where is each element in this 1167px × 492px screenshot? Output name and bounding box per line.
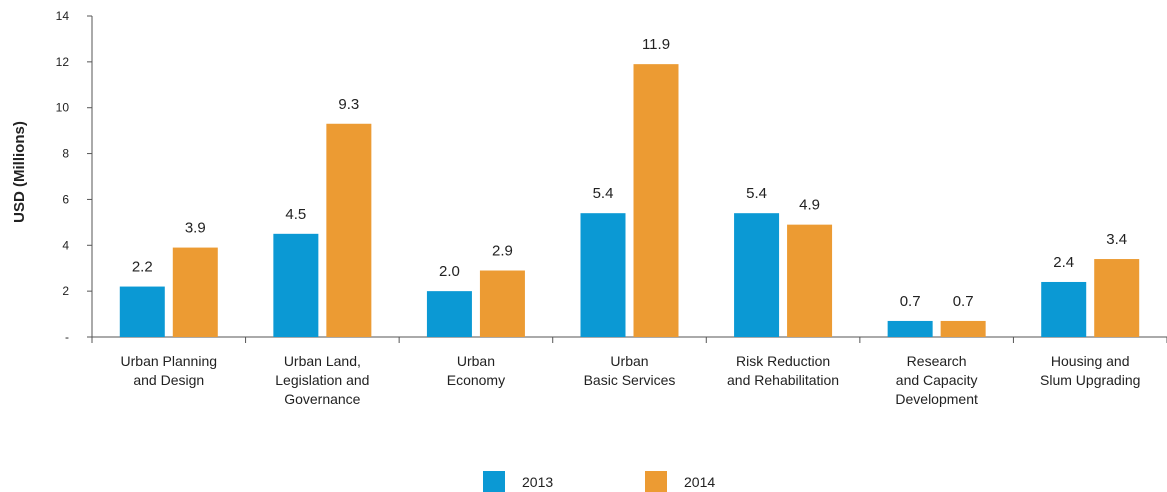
y-tick-label: - (65, 330, 69, 344)
bar-2014-1 (172, 247, 218, 337)
data-label: 0.7 (900, 293, 921, 310)
data-label: 4.9 (799, 197, 820, 214)
bar-2014-3 (479, 270, 525, 337)
legend-swatch-2013 (483, 471, 505, 492)
bar-2014-5 (787, 224, 833, 337)
bar-2013-5 (734, 213, 780, 337)
data-label: 2.2 (132, 259, 153, 276)
x-tick-label: Urban Economy (447, 353, 505, 388)
x-axis: Urban Planning and Design Urban Land, Legis… (91, 336, 1167, 407)
bar-2013-6 (887, 320, 933, 337)
legend-label-2014: 2014 (684, 474, 715, 490)
bar-2014-2 (326, 123, 372, 337)
data-label: 2.9 (492, 243, 513, 260)
y-tick-label: 4 (62, 238, 69, 252)
bar-2013-1 (119, 286, 165, 337)
x-tick-label: Housing and Slum Upgrading (1040, 353, 1140, 388)
data-label: 5.4 (593, 185, 614, 202)
y-tick-label: 12 (56, 55, 70, 69)
legend-label-2013: 2013 (522, 474, 553, 490)
bar-2013-7 (1041, 281, 1087, 337)
y-tick-label: 2 (62, 284, 69, 298)
x-tick-label: Urban Basic Services (584, 353, 676, 388)
bar-2013-4 (580, 213, 626, 337)
data-label: 3.9 (185, 220, 206, 237)
data-label: 11.9 (642, 36, 670, 53)
data-label: 5.4 (746, 185, 767, 202)
data-label: 0.7 (953, 293, 974, 310)
legend: 2013 2014 (483, 471, 715, 492)
data-label: 2.0 (439, 263, 460, 280)
y-tick-label: 6 (62, 192, 69, 206)
y-axis: - 2 4 6 8 10 12 14 (56, 9, 93, 344)
data-label: 3.4 (1106, 231, 1127, 248)
y-axis-title: USD (Millions) (11, 121, 28, 223)
bar-2014-4 (633, 64, 679, 338)
bar-2013-3 (426, 291, 472, 337)
x-tick-label: Urban Planning and Design (121, 353, 218, 388)
bar-2014-6 (940, 320, 986, 337)
bar-2014-7 (1094, 259, 1140, 337)
x-tick-label: Urban Land, Legislation and Governance (275, 353, 369, 407)
data-label: 2.4 (1053, 254, 1074, 271)
y-tick-label: 8 (62, 147, 69, 161)
data-label: 9.3 (338, 96, 359, 113)
value-labels: 2.2 4.5 2.0 5.4 5.4 0.7 2.4 3.9 9.3 2.9 11.9 4.9 0.7… (132, 36, 1127, 310)
bar-2013-2 (273, 233, 319, 337)
legend-swatch-2014 (645, 471, 667, 492)
bars (119, 64, 1140, 338)
y-tick-label: 10 (56, 101, 70, 115)
data-label: 4.5 (285, 206, 306, 223)
x-tick-label: Risk Reduction and Rehabilitation (727, 353, 839, 388)
x-tick-label: Research and Capacity Development (895, 353, 978, 407)
y-tick-label: 14 (56, 9, 70, 23)
